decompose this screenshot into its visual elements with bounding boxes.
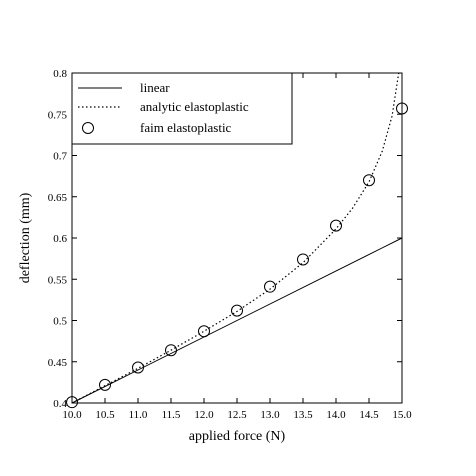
legend-linear-label: linear — [140, 80, 170, 95]
x-tick-label: 11.0 — [129, 409, 148, 421]
x-tick-label: 10.5 — [95, 409, 115, 421]
x-tick-label: 12.5 — [227, 409, 247, 421]
series-faim-elastoplastic-point — [297, 253, 309, 266]
y-tick-label: 0.55 — [48, 274, 68, 286]
y-axis-ticks: 0.4 0.45 0.5 0.55 0.6 0.65 0.7 0.75 0.8 — [48, 68, 402, 410]
x-tick-label: 13.0 — [260, 409, 280, 421]
x-tick-label: 14.5 — [359, 409, 379, 421]
y-tick-label: 0.6 — [53, 233, 67, 245]
x-tick-label: 14.0 — [326, 409, 346, 421]
series-faim-elastoplastic-point — [231, 304, 243, 317]
y-tick-label: 0.7 — [53, 151, 67, 163]
legend-faim-swatch — [82, 122, 94, 134]
y-tick-label: 0.5 — [53, 316, 67, 328]
series-faim-elastoplastic-point — [363, 174, 375, 187]
y-tick-label: 0.45 — [48, 357, 68, 369]
series-faim-elastoplastic-point — [132, 361, 144, 374]
legend-faim-label: faim elastoplastic — [140, 120, 232, 135]
x-axis-label: applied force (N) — [189, 429, 286, 444]
y-tick-label: 0.65 — [48, 192, 68, 204]
x-tick-label: 11.5 — [162, 409, 181, 421]
series-faim-elastoplastic-point — [99, 378, 111, 391]
legend-analytic-label: analytic elastoplastic — [140, 99, 249, 114]
x-tick-label: 15.0 — [392, 409, 412, 421]
x-tick-label: 10.0 — [62, 409, 82, 421]
x-axis-ticks: 10.0 10.5 11.0 11.5 12.0 12.5 13.0 13.5 14.0 14.5… — [62, 73, 412, 421]
series-faim-elastoplastic-point — [264, 280, 276, 293]
x-tick-label: 12.0 — [194, 409, 214, 421]
y-tick-label: 0.4 — [53, 398, 67, 410]
series-faim-elastoplastic-point — [198, 325, 210, 338]
y-tick-label: 0.8 — [53, 68, 67, 80]
series-linear-line — [71, 237, 403, 404]
y-axis-label: deflection (mm) — [18, 192, 33, 283]
plot-marks — [66, 72, 408, 409]
x-tick-label: 13.5 — [293, 409, 313, 421]
y-tick-label: 0.75 — [48, 109, 68, 121]
series-faim-elastoplastic-point — [165, 344, 177, 357]
legend: linear analytic elastoplastic faim elast… — [71, 72, 293, 145]
series-faim-elastoplastic-point — [330, 219, 342, 232]
legend-box — [71, 72, 293, 145]
